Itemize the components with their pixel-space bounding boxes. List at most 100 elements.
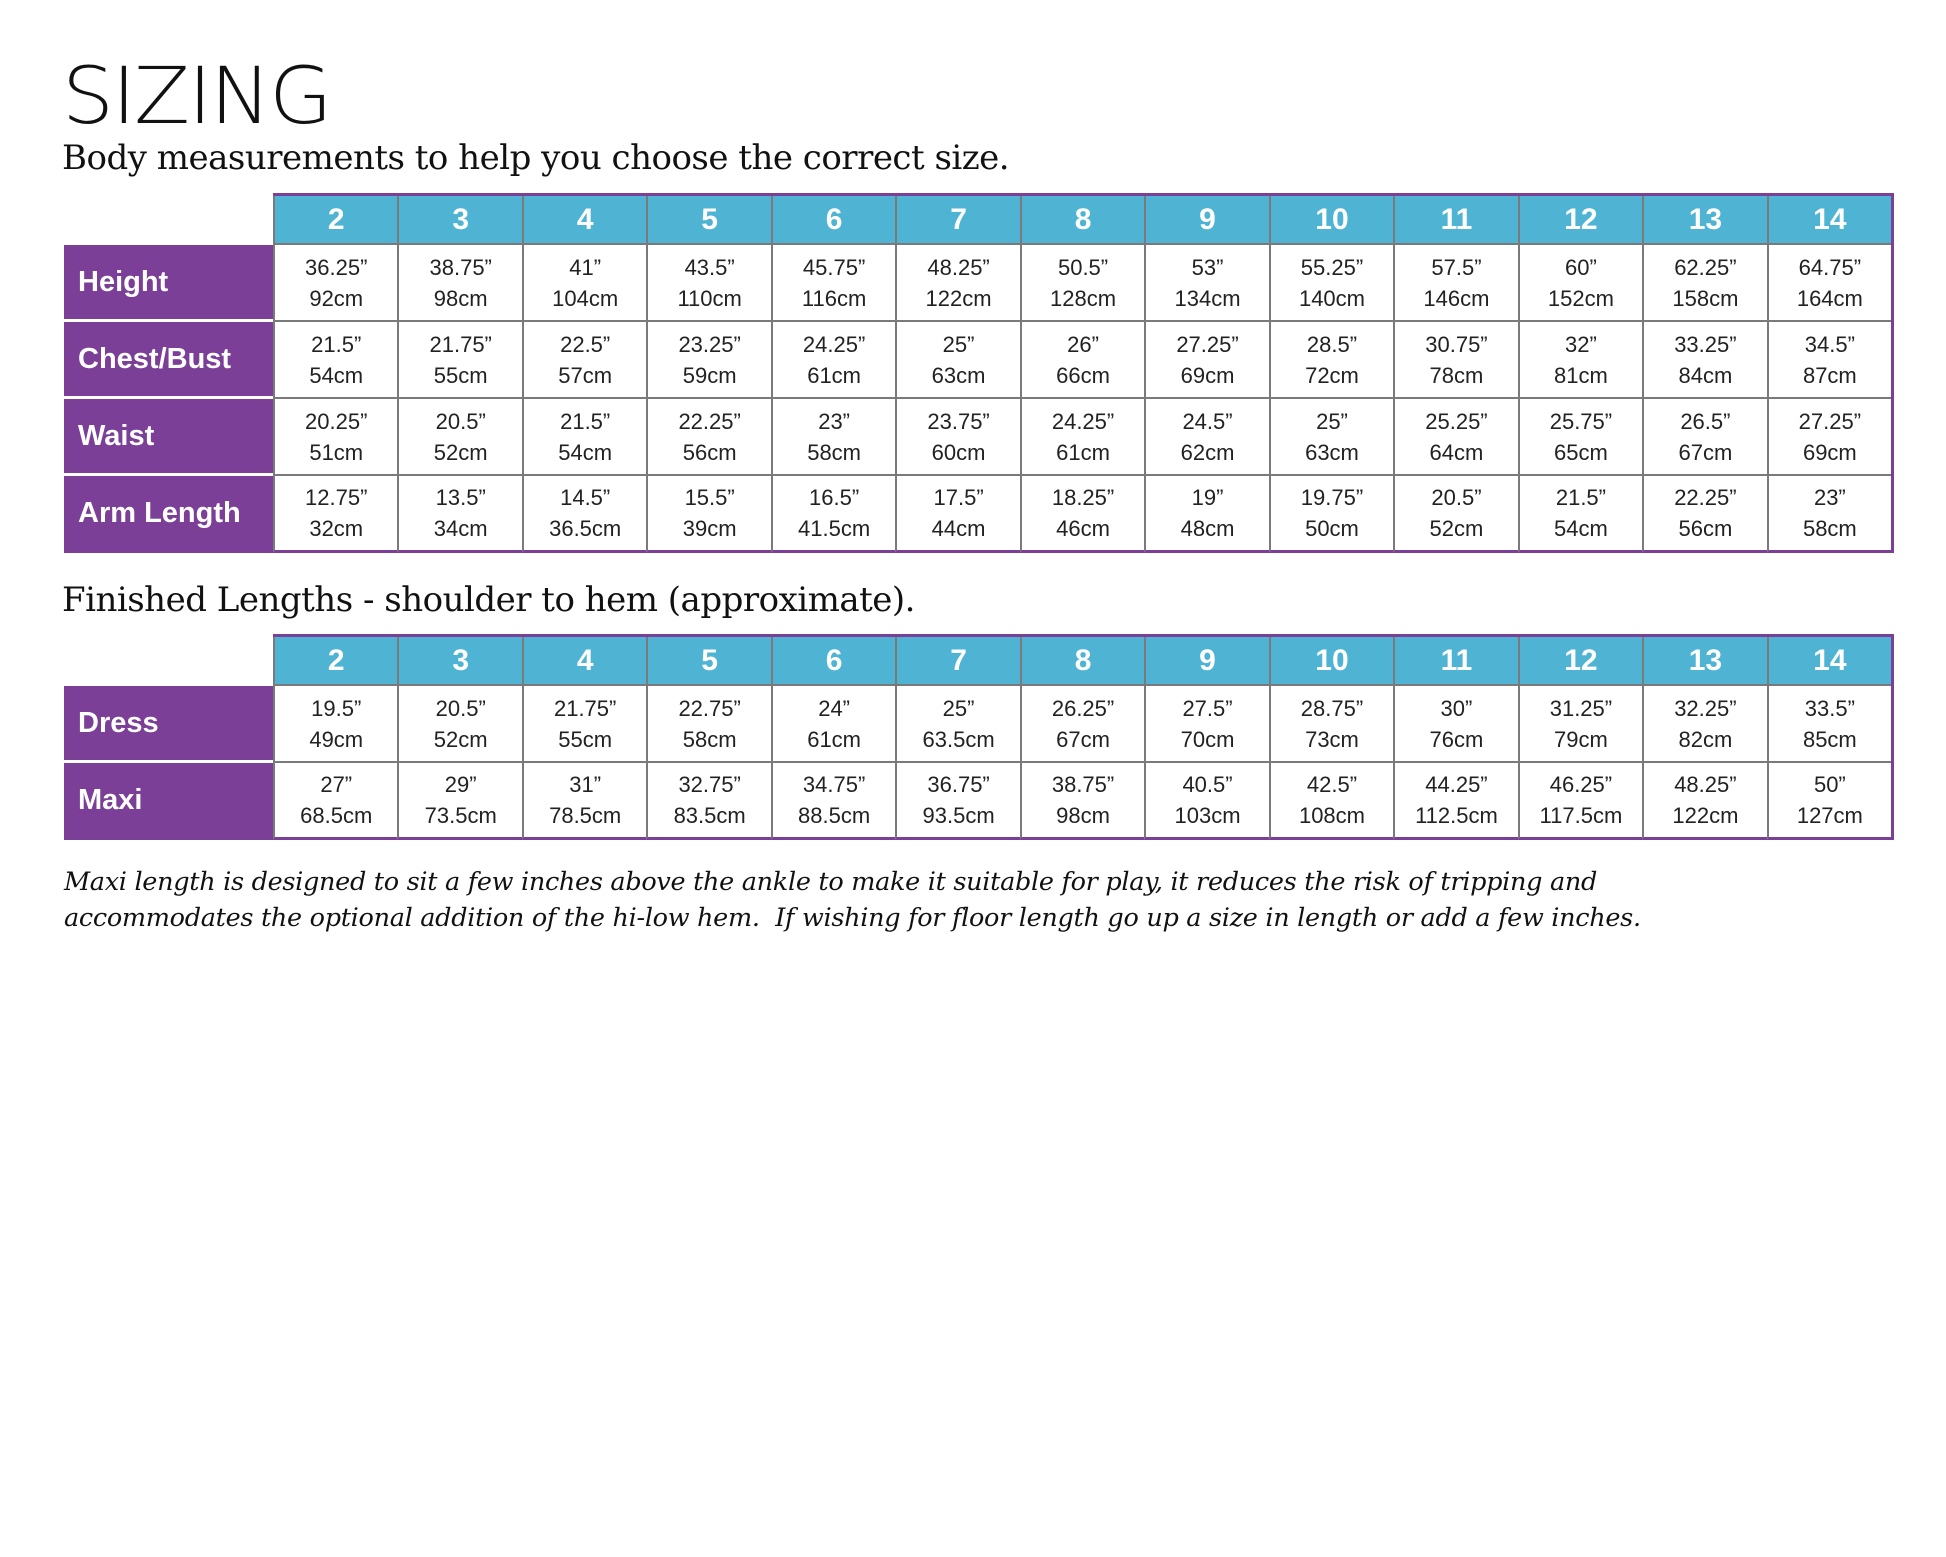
- measurement-cm: 93.5cm: [922, 803, 995, 828]
- measurement-inches: 64.75”: [1798, 254, 1862, 280]
- measurement-inches: 38.75”: [429, 254, 492, 280]
- measurement-cm: 55cm: [433, 362, 488, 388]
- measurement-cm: 103cm: [1174, 803, 1241, 828]
- measurement-cell: 32.25” 82cm: [1642, 686, 1767, 763]
- measurement-inches: 12.75”: [305, 485, 368, 510]
- measurement-cell: 25” 63cm: [895, 322, 1020, 399]
- measurement-cm: 63cm: [931, 362, 986, 388]
- measurement-inches: 24.25”: [1051, 408, 1115, 434]
- measurement-cell: 25.75” 65cm: [1517, 399, 1643, 476]
- measurement-cm: 117.5cm: [1539, 803, 1623, 828]
- measurement-cm: 112.5cm: [1415, 803, 1498, 828]
- measurement-inches: 31”: [569, 772, 602, 797]
- measurement-cell: 30.75” 78cm: [1393, 322, 1518, 399]
- measurement-inches: 22.25”: [1674, 485, 1737, 510]
- measurement-cell: 29” 73.5cm: [397, 763, 522, 840]
- measurement-cell: 27.25” 69cm: [1144, 322, 1269, 399]
- measurement-cm: 98cm: [1056, 803, 1110, 828]
- measurement-cell: 42.5” 108cm: [1268, 763, 1394, 840]
- measurement-cm: 61cm: [1056, 439, 1110, 465]
- measurement-inches: 19.5”: [311, 695, 362, 721]
- measurement-inches: 42.5”: [1306, 772, 1358, 797]
- measurement-cell: 18.25” 46cm: [1019, 476, 1145, 553]
- measurement-cm: 128cm: [1050, 285, 1117, 311]
- measurement-cell: 24.5” 62cm: [1144, 399, 1269, 476]
- measurement-cm: 81cm: [1554, 362, 1608, 388]
- measurement-cell: 12.75” 32cm: [273, 476, 398, 553]
- measurement-cell: 13.5” 34cm: [397, 476, 522, 553]
- measurement-cell: 33.5” 85cm: [1766, 686, 1892, 763]
- measurement-cell: 23.25” 59cm: [646, 322, 771, 399]
- measurement-inches: 21.75”: [429, 331, 492, 357]
- row-label: Waist: [64, 399, 273, 476]
- size-header-cell: 3: [397, 637, 522, 686]
- measurement-cell: 15.5” 39cm: [646, 476, 771, 553]
- measurement-cm: 70cm: [1180, 726, 1235, 752]
- table-row: Arm Length 12.75” 32cm 13.5” 34cm 14.5” 36.5cm…: [64, 476, 1894, 553]
- size-header-cell: 12: [1517, 196, 1643, 245]
- measurement-cell: 38.75” 98cm: [397, 245, 522, 322]
- measurement-cm: 84cm: [1678, 362, 1733, 388]
- size-header-cell: 3: [397, 196, 522, 245]
- measurement-cell: 21.5” 54cm: [521, 399, 647, 476]
- measurement-inches: 21.75”: [553, 695, 617, 721]
- measurement-cm: 158cm: [1672, 285, 1739, 311]
- measurement-cell: 34.75” 88.5cm: [770, 763, 896, 840]
- measurement-cell: 16.5” 41.5cm: [770, 476, 896, 553]
- measurement-inches: 21.5”: [560, 408, 611, 434]
- measurement-cell: 23.75” 60cm: [895, 399, 1020, 476]
- measurement-cell: 50” 127cm: [1766, 763, 1892, 840]
- body-measurements-table: 2 3 4 5 6 7 8 9 10 11 12 13 14 Height 36.25” 92cm 38.75”…: [64, 193, 1894, 579]
- measurement-inches: 57.5”: [1431, 254, 1482, 280]
- measurement-inches: 55.25”: [1300, 254, 1364, 280]
- measurement-cm: 72cm: [1305, 362, 1359, 388]
- measurement-inches: 32.25”: [1674, 695, 1737, 721]
- measurement-cm: 69cm: [1802, 439, 1857, 465]
- measurement-cm: 44cm: [931, 516, 986, 541]
- measurement-cm: 76cm: [1429, 726, 1484, 752]
- measurement-inches: 38.75”: [1051, 772, 1115, 797]
- measurement-cm: 73.5cm: [424, 803, 497, 828]
- size-header-cell: 7: [895, 637, 1020, 686]
- size-header-cell: 10: [1268, 637, 1394, 686]
- size-header-cell: 13: [1642, 196, 1767, 245]
- measurement-cm: 78.5cm: [549, 803, 622, 828]
- size-header-cell: 14: [1766, 196, 1892, 245]
- size-header-cell: 4: [521, 196, 647, 245]
- measurement-cell: 46.25” 117.5cm: [1517, 763, 1643, 840]
- measurement-inches: 28.5”: [1306, 331, 1358, 357]
- measurement-cm: 50cm: [1305, 516, 1359, 541]
- note-line-2: accommodates the optional addition of th…: [64, 903, 1641, 933]
- size-header-cell: 6: [770, 196, 896, 245]
- measurement-cell: 25.25” 64cm: [1393, 399, 1518, 476]
- measurement-inches: 31.25”: [1549, 695, 1613, 721]
- measurement-inches: 32.75”: [678, 772, 741, 797]
- measurement-inches: 25.75”: [1549, 408, 1613, 434]
- measurement-cell: 21.5” 54cm: [1517, 476, 1643, 553]
- measurement-cm: 41.5cm: [798, 516, 871, 541]
- finished-lengths-caption: Finished Lengths - shoulder to hem (appr…: [62, 580, 916, 620]
- measurement-inches: 21.5”: [1555, 485, 1606, 510]
- measurement-cm: 69cm: [1180, 362, 1235, 388]
- measurement-cm: 85cm: [1802, 726, 1857, 752]
- measurement-cm: 57cm: [558, 362, 613, 388]
- size-header-cell: 11: [1393, 637, 1518, 686]
- measurement-cell: 26.25” 67cm: [1019, 686, 1145, 763]
- measurement-inches: 23.75”: [927, 408, 990, 434]
- measurement-cm: 34cm: [433, 516, 488, 541]
- measurement-cm: 98cm: [433, 285, 488, 311]
- measurement-cm: 39cm: [682, 516, 737, 541]
- measurement-cell: 23” 58cm: [770, 399, 896, 476]
- measurement-inches: 27.5”: [1182, 695, 1233, 721]
- measurement-inches: 45.75”: [802, 254, 866, 280]
- measurement-cell: 27” 68.5cm: [273, 763, 398, 840]
- measurement-inches: 20.25”: [305, 408, 368, 434]
- measurement-cm: 64cm: [1429, 439, 1484, 465]
- measurement-inches: 30”: [1440, 695, 1473, 721]
- measurement-inches: 30.75”: [1425, 331, 1488, 357]
- table-row: Height 36.25” 92cm 38.75” 98cm 41” 104cm 43.5” 1…: [64, 245, 1894, 322]
- measurement-cell: 36.25” 92cm: [273, 245, 398, 322]
- measurement-inches: 25”: [942, 695, 975, 721]
- size-header-cell: 14: [1766, 637, 1892, 686]
- measurement-inches: 27.25”: [1176, 331, 1239, 357]
